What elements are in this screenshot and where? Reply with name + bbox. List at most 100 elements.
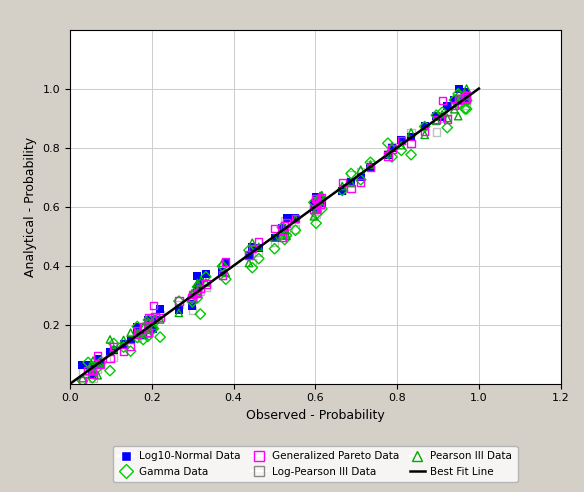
Gamma Data: [150, 317, 159, 325]
Log10-Normal Data: [196, 277, 205, 285]
Pearson III Data: [244, 259, 253, 267]
Log-Pearson III Data: [119, 340, 128, 348]
Log-Pearson III Data: [109, 354, 119, 362]
Generalized Pareto Data: [277, 234, 287, 242]
Generalized Pareto Data: [338, 179, 347, 186]
Log-Pearson III Data: [218, 271, 227, 279]
Legend: Log10-Normal Data, Gamma Data, Generalized Pareto Data, Log-Pearson III Data, Pe: Log10-Normal Data, Gamma Data, Generaliz…: [113, 446, 517, 482]
Gamma Data: [280, 236, 289, 244]
Log10-Normal Data: [174, 306, 183, 314]
Log10-Normal Data: [315, 194, 325, 202]
Gamma Data: [406, 151, 416, 158]
Log10-Normal Data: [397, 136, 406, 144]
Gamma Data: [462, 96, 471, 104]
Pearson III Data: [144, 329, 153, 337]
Log10-Normal Data: [454, 97, 463, 105]
Generalized Pareto Data: [221, 258, 231, 266]
Generalized Pareto Data: [201, 280, 210, 288]
Generalized Pareto Data: [84, 367, 93, 374]
Log10-Normal Data: [84, 361, 93, 369]
Generalized Pareto Data: [96, 360, 105, 368]
Log-Pearson III Data: [196, 288, 205, 296]
Log10-Normal Data: [291, 215, 300, 222]
Generalized Pareto Data: [270, 225, 279, 233]
Log10-Normal Data: [313, 204, 322, 212]
Generalized Pareto Data: [149, 302, 158, 309]
Generalized Pareto Data: [443, 115, 452, 123]
Pearson III Data: [356, 166, 366, 174]
Gamma Data: [138, 336, 148, 343]
Generalized Pareto Data: [291, 215, 300, 223]
Log10-Normal Data: [126, 336, 135, 343]
Gamma Data: [193, 294, 202, 302]
Generalized Pareto Data: [144, 314, 154, 322]
Log-Pearson III Data: [356, 168, 366, 176]
Log10-Normal Data: [144, 320, 153, 328]
Generalized Pareto Data: [248, 244, 257, 252]
Gamma Data: [193, 283, 202, 291]
Gamma Data: [462, 105, 471, 113]
Generalized Pareto Data: [193, 288, 202, 296]
Gamma Data: [312, 210, 321, 218]
Log-Pearson III Data: [193, 284, 202, 292]
Log-Pearson III Data: [126, 335, 135, 343]
Pearson III Data: [432, 117, 441, 125]
Pearson III Data: [460, 90, 470, 98]
Log-Pearson III Data: [174, 300, 183, 308]
Pearson III Data: [96, 360, 105, 368]
Log10-Normal Data: [193, 285, 202, 293]
Pearson III Data: [193, 287, 202, 295]
Log10-Normal Data: [144, 319, 154, 327]
Log10-Normal Data: [133, 323, 142, 331]
Gamma Data: [432, 111, 441, 119]
Log10-Normal Data: [150, 316, 159, 324]
Log10-Normal Data: [93, 355, 102, 363]
Pearson III Data: [317, 191, 326, 199]
Generalized Pareto Data: [454, 96, 463, 104]
Gamma Data: [133, 323, 142, 331]
Log10-Normal Data: [454, 85, 464, 92]
Pearson III Data: [280, 227, 289, 235]
Gamma Data: [119, 343, 128, 351]
Gamma Data: [291, 226, 300, 234]
Log10-Normal Data: [254, 244, 263, 251]
Generalized Pareto Data: [244, 251, 253, 259]
Log-Pearson III Data: [84, 367, 93, 375]
Generalized Pareto Data: [310, 205, 319, 213]
Log-Pearson III Data: [312, 201, 321, 209]
Pearson III Data: [221, 269, 231, 277]
Log-Pearson III Data: [149, 321, 158, 329]
Generalized Pareto Data: [187, 294, 197, 302]
Gamma Data: [143, 333, 152, 340]
Gamma Data: [88, 374, 97, 382]
Log10-Normal Data: [460, 88, 470, 95]
Log-Pearson III Data: [315, 202, 325, 210]
Gamma Data: [88, 363, 98, 370]
Log10-Normal Data: [201, 271, 210, 278]
Gamma Data: [313, 198, 322, 206]
Generalized Pareto Data: [406, 140, 416, 148]
Gamma Data: [460, 105, 470, 113]
Gamma Data: [196, 310, 205, 318]
Generalized Pareto Data: [312, 205, 321, 213]
Log-Pearson III Data: [450, 99, 459, 107]
Gamma Data: [93, 364, 102, 371]
Log-Pearson III Data: [366, 161, 375, 169]
Pearson III Data: [105, 336, 114, 343]
Generalized Pareto Data: [356, 179, 366, 186]
Log10-Normal Data: [443, 102, 452, 110]
Generalized Pareto Data: [88, 367, 97, 374]
Log-Pearson III Data: [280, 216, 289, 224]
Generalized Pareto Data: [387, 145, 397, 153]
Generalized Pareto Data: [315, 200, 325, 208]
Log-Pearson III Data: [187, 293, 197, 301]
Pearson III Data: [174, 309, 183, 317]
Log-Pearson III Data: [277, 223, 287, 231]
Log-Pearson III Data: [338, 187, 347, 195]
Pearson III Data: [282, 232, 291, 240]
Pearson III Data: [443, 114, 452, 122]
Pearson III Data: [88, 368, 97, 375]
Pearson III Data: [138, 323, 148, 331]
Log-Pearson III Data: [383, 149, 392, 157]
Log10-Normal Data: [310, 200, 319, 208]
